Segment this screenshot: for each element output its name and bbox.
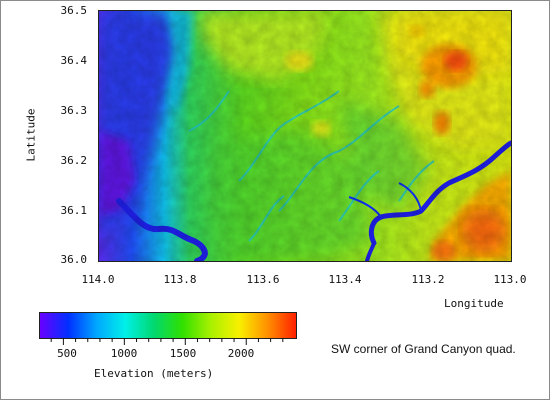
elevation-colorbar (39, 312, 297, 339)
figure-caption: SW corner of Grand Canyon quad. (331, 342, 516, 356)
x-axis-label: Longitude (444, 297, 504, 310)
colorbar-ticks (50, 338, 284, 345)
y-axis-label: Latitude (24, 108, 38, 162)
y-tick-label: 36.3 (60, 104, 88, 117)
x-tick-label: 113.2 (411, 273, 445, 286)
colorbar-tick-label: 1000 (110, 347, 138, 360)
elevation-map (98, 10, 512, 262)
y-tick-label: 36.2 (60, 154, 88, 167)
elevation-raster (99, 11, 511, 261)
y-tick-label: 36.1 (60, 204, 88, 217)
x-tick-label: 113.8 (163, 273, 197, 286)
x-tick-label: 113.6 (246, 273, 280, 286)
colorbar-tick-label: 500 (57, 347, 77, 360)
x-tick-label: 114.0 (81, 273, 115, 286)
y-tick-label: 36.0 (60, 253, 88, 266)
x-tick-label: 113.4 (328, 273, 362, 286)
y-tick-label: 36.5 (60, 4, 88, 17)
colorbar-tick-label: 1500 (169, 347, 197, 360)
x-tick-label: 113.0 (493, 273, 527, 286)
y-tick-label: 36.4 (60, 54, 88, 67)
colorbar-label: Elevation (meters) (94, 367, 214, 380)
colorbar-tick-label: 2000 (227, 347, 255, 360)
